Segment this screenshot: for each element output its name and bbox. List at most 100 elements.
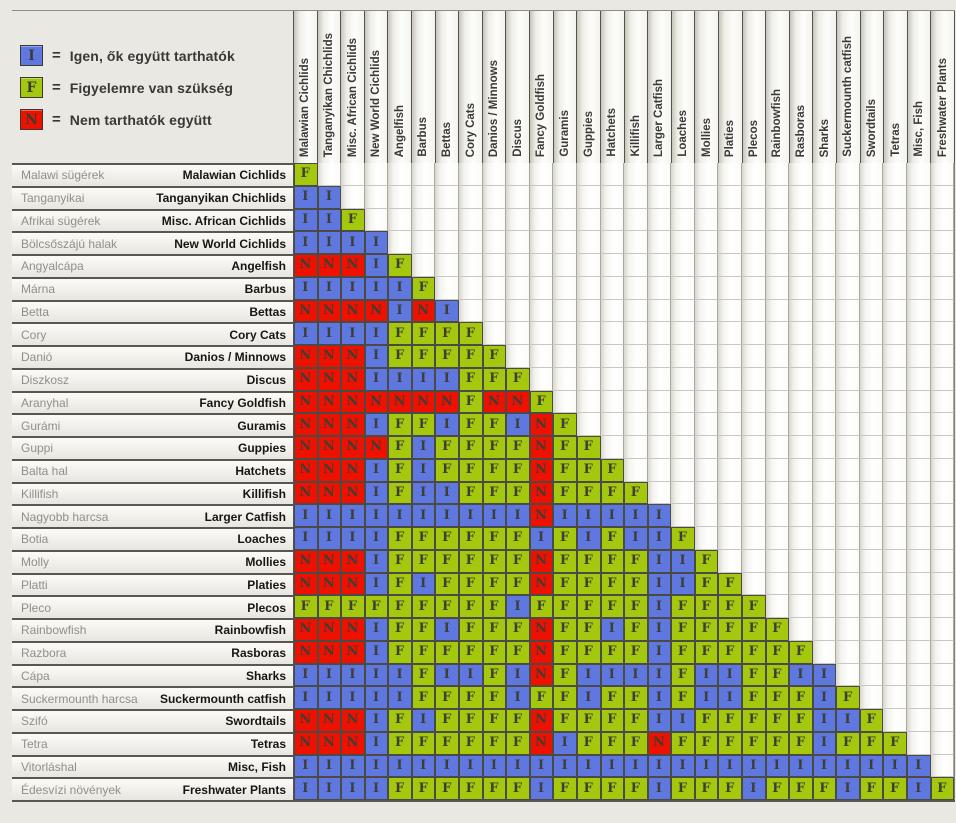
matrix-cell bbox=[553, 299, 577, 323]
row-label-hu: Balta hal bbox=[21, 464, 68, 479]
column-header: Guramis bbox=[552, 11, 577, 163]
matrix-cell: I bbox=[506, 413, 530, 436]
legend-swatch-caution: F bbox=[20, 77, 43, 98]
row-label-en: Hatchets bbox=[235, 464, 286, 479]
matrix-cell bbox=[930, 663, 955, 687]
matrix-cell: F bbox=[435, 572, 460, 596]
matrix-cell: F bbox=[553, 777, 577, 800]
matrix-cell: I bbox=[317, 231, 342, 254]
matrix-cell bbox=[907, 618, 931, 641]
table-row: Diszkosz Discus N N N I I I I F F F bbox=[12, 367, 955, 391]
matrix-cell: F bbox=[506, 436, 530, 459]
row-label-en: Plecos bbox=[247, 600, 286, 615]
matrix-cell: I bbox=[294, 777, 318, 800]
matrix-cell: F bbox=[600, 572, 625, 596]
matrix-cell bbox=[694, 481, 719, 505]
row-label-hu: Angyalcápa bbox=[21, 259, 84, 274]
matrix-cell: F bbox=[317, 595, 342, 618]
matrix-cell bbox=[718, 527, 742, 550]
table-row: Suckermounth harcsa Suckermounth catfish I… bbox=[12, 686, 955, 709]
matrix-cell: F bbox=[671, 595, 695, 618]
matrix-cell bbox=[553, 276, 577, 300]
matrix-cell: I bbox=[364, 345, 389, 368]
matrix-cell bbox=[812, 345, 837, 368]
matrix-cell: F bbox=[694, 572, 719, 596]
matrix-cell: F bbox=[671, 663, 695, 687]
matrix-cell bbox=[859, 254, 884, 277]
matrix-cell bbox=[836, 185, 860, 209]
matrix-cell bbox=[718, 345, 742, 368]
matrix-cell: N bbox=[529, 709, 554, 732]
row-label-hu: Cory bbox=[21, 327, 47, 342]
matrix-cell: F bbox=[930, 777, 955, 800]
matrix-cell bbox=[836, 481, 860, 505]
matrix-cell: F bbox=[553, 458, 577, 482]
legend-label-caution: Figyelemre van szükség bbox=[69, 79, 234, 96]
matrix-cell: F bbox=[600, 595, 625, 618]
matrix-cell: F bbox=[789, 686, 813, 709]
matrix-cell: F bbox=[506, 458, 530, 482]
matrix-cell: I bbox=[836, 777, 860, 800]
matrix-cell: F bbox=[859, 731, 884, 755]
matrix-cell bbox=[671, 208, 695, 232]
matrix-cell bbox=[694, 345, 719, 368]
matrix-cell: F bbox=[435, 322, 460, 345]
matrix-cell bbox=[671, 185, 695, 209]
matrix-cell: N bbox=[341, 299, 365, 323]
table-row: Aranyhal Fancy Goldfish N N N N N N N F N N F bbox=[12, 390, 955, 414]
matrix-cell: F bbox=[600, 481, 625, 505]
matrix-cell bbox=[812, 231, 837, 254]
matrix-cell bbox=[812, 208, 837, 232]
matrix-cell: F bbox=[459, 367, 483, 391]
matrix-cell: N bbox=[529, 549, 554, 573]
matrix-cell bbox=[364, 163, 389, 186]
matrix-cell bbox=[600, 390, 625, 414]
matrix-cell: F bbox=[576, 595, 601, 618]
matrix-cell bbox=[741, 527, 766, 550]
column-header-label: Barbus bbox=[417, 117, 430, 157]
matrix-cell: F bbox=[624, 595, 648, 618]
matrix-cell: I bbox=[364, 367, 389, 391]
matrix-cell: I bbox=[647, 709, 672, 732]
matrix-cell bbox=[671, 345, 695, 368]
matrix-cell bbox=[718, 163, 742, 186]
matrix-cell: I bbox=[411, 481, 436, 505]
row-label: Malawi sügérek Malawian Cichlids bbox=[12, 163, 293, 186]
matrix-cell bbox=[317, 163, 342, 186]
table-row: Balta hal Hatchets N N N I F I F F F F N F F F bbox=[12, 458, 955, 482]
matrix-cell: I bbox=[317, 527, 342, 550]
matrix-cell bbox=[859, 299, 884, 323]
matrix-cell: N bbox=[341, 709, 365, 732]
matrix-cell bbox=[506, 185, 530, 209]
row-label-hu: Gurámi bbox=[21, 418, 61, 433]
matrix-cell: I bbox=[364, 322, 389, 345]
table-row: Rainbowfish Rainbowfish N N N I F F I F F F N F F I F I F F… bbox=[12, 618, 955, 641]
matrix-cell: F bbox=[459, 322, 483, 345]
matrix-cell: I bbox=[364, 709, 389, 732]
matrix-cell bbox=[741, 413, 766, 436]
matrix-cell bbox=[883, 663, 908, 687]
column-header: New World Cichlids bbox=[363, 11, 388, 163]
row-label-en: Guppies bbox=[237, 441, 286, 456]
matrix-cell: F bbox=[553, 413, 577, 436]
matrix-cell bbox=[883, 709, 908, 732]
matrix-cell: F bbox=[836, 686, 860, 709]
matrix-cell: F bbox=[482, 618, 507, 641]
matrix-cell bbox=[883, 458, 908, 482]
matrix-cell bbox=[836, 663, 860, 687]
matrix-cell: N bbox=[317, 413, 342, 436]
matrix-cell: I bbox=[812, 709, 837, 732]
matrix-cell bbox=[883, 231, 908, 254]
matrix-cell bbox=[836, 413, 860, 436]
matrix-cell bbox=[765, 231, 790, 254]
matrix-cell: I bbox=[765, 754, 790, 778]
column-header-label: Hatchets bbox=[606, 108, 619, 157]
matrix-cell: I bbox=[364, 686, 389, 709]
row-label-en: Freshwater Plants bbox=[182, 782, 286, 797]
matrix-cell bbox=[600, 322, 625, 345]
column-header-label: New World Cichlids bbox=[370, 49, 383, 157]
matrix-cell bbox=[836, 231, 860, 254]
matrix-cell: F bbox=[411, 686, 436, 709]
